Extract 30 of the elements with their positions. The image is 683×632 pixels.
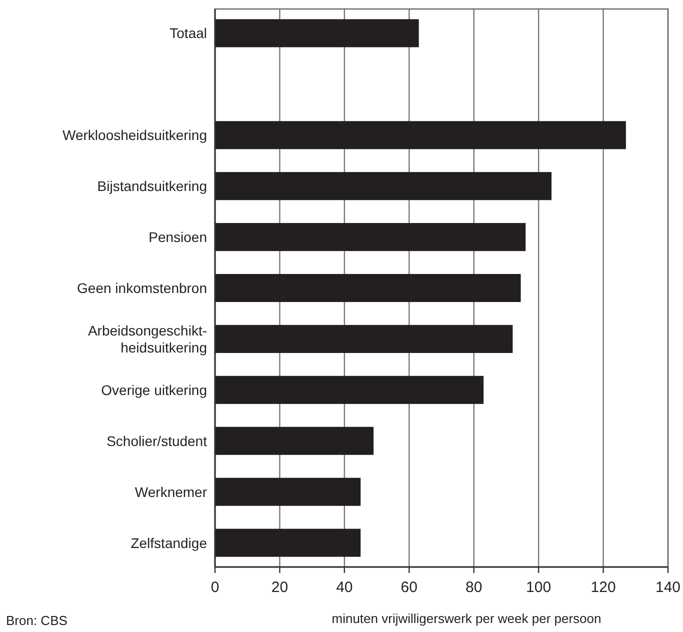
bar bbox=[215, 478, 361, 506]
x-tick-label: 60 bbox=[400, 579, 418, 596]
bar bbox=[215, 324, 513, 353]
bar bbox=[215, 19, 419, 48]
y-tick-label: Geen inkomstenbron bbox=[77, 280, 207, 296]
x-axis-title: minuten vrijwilligerswerk per week per persoon bbox=[332, 611, 602, 626]
bar bbox=[215, 274, 521, 302]
y-tick-label: Werknemer bbox=[134, 484, 208, 500]
bar bbox=[215, 172, 552, 200]
x-tick-label: 140 bbox=[655, 579, 681, 596]
y-tick-label: Overige uitkering bbox=[101, 382, 207, 398]
x-tick-label: 40 bbox=[336, 579, 353, 596]
y-tick-label: Pensioen bbox=[148, 229, 207, 246]
y-tick-label: Werkloosheidsuitkering bbox=[62, 127, 207, 144]
bar bbox=[215, 223, 526, 252]
x-tick-label: 20 bbox=[271, 579, 288, 596]
bar bbox=[215, 121, 626, 150]
x-tick-label: 100 bbox=[526, 579, 552, 596]
text: Bron: CBS bbox=[6, 613, 68, 628]
bar bbox=[215, 426, 374, 455]
bar bbox=[215, 528, 361, 557]
y-tick-label: Zelfstandige bbox=[130, 534, 208, 551]
x-tick-label: 120 bbox=[590, 579, 616, 596]
y-tick-label: Bijstandsuitkering bbox=[97, 178, 207, 194]
bar bbox=[215, 376, 484, 404]
x-tick-label: 80 bbox=[466, 579, 482, 596]
y-tick-label: Scholier/student bbox=[106, 432, 208, 449]
y-tick-label: Totaal bbox=[170, 25, 207, 42]
x-tick-label: 0 bbox=[210, 579, 220, 596]
y-tick-label: Arbeidsongeschikt- heidsuitkering bbox=[88, 322, 208, 356]
